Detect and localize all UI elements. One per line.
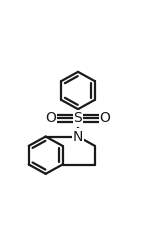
Text: O: O bbox=[46, 112, 56, 125]
Text: O: O bbox=[100, 112, 110, 125]
Text: S: S bbox=[74, 112, 82, 125]
Text: N: N bbox=[73, 129, 83, 143]
